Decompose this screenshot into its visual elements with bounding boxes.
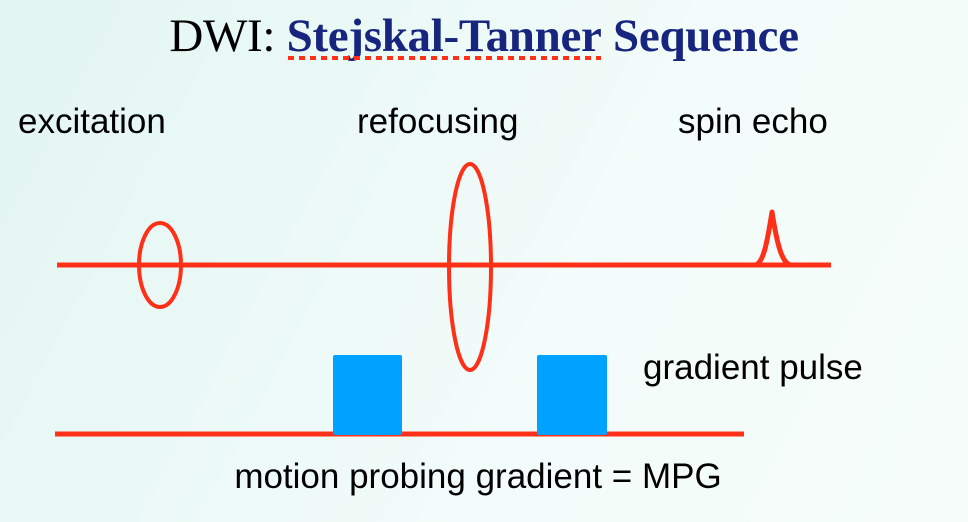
title-highlight: Stejskal-Tanner [286, 10, 602, 62]
title-highlight-wrap: Stejskal-Tanner [287, 6, 602, 66]
title-dotted-underline [287, 56, 601, 60]
gradient-lobe-2 [537, 355, 607, 435]
excitation-pulse-ellipse [137, 221, 183, 309]
label-gradient-pulse: gradient pulse [643, 348, 863, 387]
label-refocusing: refocusing [357, 102, 519, 141]
title-tail: Sequence [601, 10, 799, 62]
refocusing-pulse-ellipse [447, 162, 493, 372]
label-spin-echo: spin echo [678, 102, 828, 141]
label-mpg-caption: motion probing gradient = MPG [234, 457, 722, 496]
title-prefix: DWI: [169, 10, 287, 62]
spin-echo-peak [752, 209, 794, 268]
gradient-lobe-1 [333, 355, 402, 435]
page-title: DWI: Stejskal-Tanner Sequence [0, 6, 968, 66]
label-excitation: excitation [18, 102, 166, 141]
